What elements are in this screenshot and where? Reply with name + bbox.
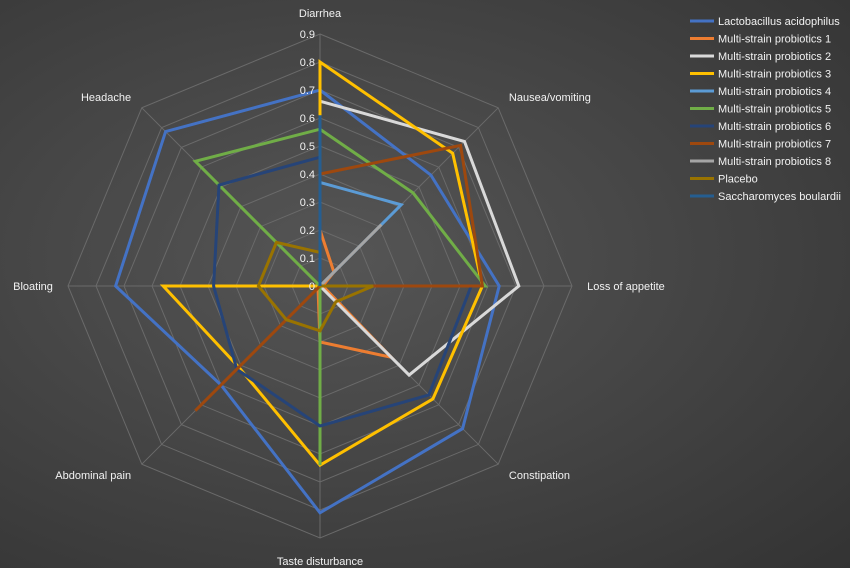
axis-label: Nausea/vomiting (509, 92, 591, 104)
axis-label: Constipation (509, 470, 570, 482)
legend-entry: Multi-strain probiotics 1 (718, 34, 831, 46)
series-line-2 (318, 99, 521, 378)
tick-label: 0.4 (300, 169, 315, 181)
tick-label: 0.5 (300, 141, 315, 153)
legend-entry: Multi-strain probiotics 2 (718, 51, 831, 63)
tick-label: 0.2 (300, 225, 315, 237)
chart-legend: Lactobacillus acidophilus Multi-strain pr… (690, 16, 841, 203)
axis-label: Headache (81, 92, 131, 104)
series-line-8 (318, 223, 383, 288)
radar-labels: 0 0.1 0.2 0.3 0.4 0.5 0.6 0.7 0.8 0.9 Diarrhea Naus… (13, 8, 665, 568)
tick-label: 0.7 (300, 85, 315, 97)
tick-label: 0.3 (300, 197, 315, 209)
axis-label: Bloating (13, 281, 53, 293)
legend-entry: Lactobacillus acidophilus (718, 16, 840, 28)
axis-label: Taste disturbance (277, 556, 363, 568)
tick-label: 0.6 (300, 113, 315, 125)
axis-label: Diarrhea (299, 8, 342, 20)
legend-entry: Saccharomyces boulardii (718, 191, 841, 203)
legend-entry: Multi-strain probiotics 7 (718, 139, 831, 151)
legend-entry: Multi-strain probiotics 3 (718, 69, 831, 81)
tick-label: 0 (309, 281, 315, 293)
series-line-3 (159, 59, 484, 468)
tick-label: 0.1 (300, 253, 315, 265)
legend-entry: Multi-strain probiotics 8 (718, 156, 831, 168)
legend-entry: Multi-strain probiotics 5 (718, 104, 831, 116)
axis-label: Loss of appetite (587, 281, 665, 293)
legend-entry: Placebo (718, 174, 758, 186)
axis-label: Abdominal pain (55, 470, 131, 482)
series-line-9 (256, 240, 374, 333)
series-line-0 (113, 88, 501, 515)
legend-entry: Multi-strain probiotics 4 (718, 86, 831, 98)
tick-label: 0.9 (300, 29, 315, 41)
series-line-5 (192, 127, 489, 466)
legend-entry: Multi-strain probiotics 6 (718, 121, 831, 133)
tick-label: 0.8 (300, 57, 315, 69)
radar-series-group (113, 59, 521, 515)
